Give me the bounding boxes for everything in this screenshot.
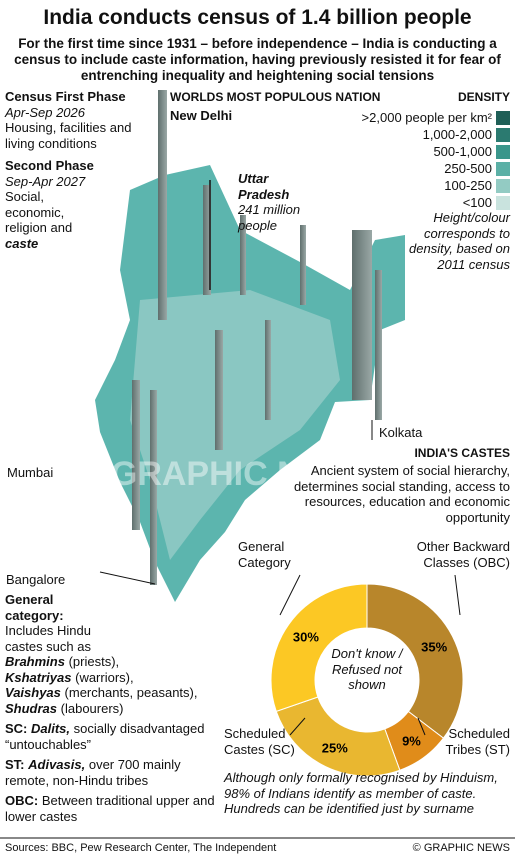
legend-swatch: [496, 111, 510, 125]
density-legend: [496, 111, 510, 210]
text: New Delhi: [170, 108, 233, 123]
text: Dalits,: [31, 721, 71, 736]
category-label: Scheduled Tribes (ST): [445, 726, 510, 757]
donut-chart: 35% 9% 25% 30%: [270, 574, 464, 777]
legend-label: 1,000-2,000: [422, 127, 492, 142]
value-label: 30%: [293, 629, 319, 644]
text: Brahmins: [5, 654, 65, 669]
text: Mumbai: [7, 465, 54, 480]
legend-label: 100-250: [444, 178, 492, 193]
value-label: 25%: [322, 741, 348, 756]
category-label: General Category: [238, 539, 291, 570]
text: Kolkata: [379, 425, 423, 440]
text: (priests),: [68, 654, 120, 669]
text: Vaishyas: [5, 685, 61, 700]
legend-swatch: [496, 128, 510, 142]
text: Sep-Apr 2027: [5, 173, 86, 189]
legend-swatch: [496, 162, 510, 176]
legend-label: 250-500: [444, 161, 492, 176]
leader-line: [417, 717, 426, 736]
text: Sources: BBC, Pew Research Center, The I…: [5, 842, 277, 854]
text: © GRAPHIC NEWS: [412, 842, 510, 854]
text: (warriors),: [75, 669, 134, 685]
value-label: 9%: [402, 733, 421, 748]
text: Uttar Pradesh: [238, 171, 290, 202]
donut-slice: [366, 583, 464, 739]
subtitle: For the first time since 1931 – before i…: [14, 36, 501, 83]
text: Ancient system of social hierarchy, dete…: [293, 463, 510, 525]
text: Housing, facilities and living condition…: [5, 120, 132, 151]
text: Includes Hindu castes such as: [5, 623, 91, 654]
category-label: Scheduled Castes (SC): [224, 726, 295, 757]
donut-slice: [270, 583, 368, 713]
text: Second Phase: [5, 158, 94, 173]
text: GRAPHIC NEWS: [110, 455, 380, 493]
text: Social, economic, religion and: [5, 189, 73, 235]
legend-label: <100: [462, 195, 492, 210]
text: INDIA'S CASTES: [414, 446, 510, 460]
category-label: Other Backward Classes (OBC): [416, 539, 510, 570]
donut-slice: [275, 696, 401, 777]
legend-swatch: [496, 179, 510, 193]
text: Adivasis,: [28, 757, 86, 772]
legend-swatch: [496, 145, 510, 159]
text: caste: [5, 235, 39, 251]
text: Census First Phase: [5, 89, 126, 104]
donut-annotation: Don't know / Refused not shown: [331, 646, 403, 692]
leader-line: [454, 574, 461, 616]
legend-label: 500-1,000: [433, 144, 492, 159]
text: Bangalore: [6, 572, 66, 587]
text: socially disadvantaged “untouchables”: [5, 721, 205, 752]
definitions: General category: Includes Hindu castes s…: [5, 592, 227, 829]
india-map: [95, 90, 405, 602]
leader-line: [279, 574, 301, 616]
text: (merchants, peasants),: [64, 685, 198, 700]
leader-line: [289, 717, 306, 736]
text: over 700 mainly remote, non-Hindu tribes: [5, 757, 181, 788]
title: India conducts census of 1.4 billion peo…: [43, 6, 472, 29]
text: Apr-Sep 2026: [5, 104, 85, 120]
legend-label: >2,000 people per km²: [361, 110, 492, 125]
text: DENSITY: [457, 90, 510, 104]
text: Shudras: [5, 700, 58, 716]
phase-2: Second Phase Sep-Apr 2027 Social, econom…: [5, 158, 95, 251]
text: WORLDS MOST POPULOUS NATION: [170, 90, 381, 104]
text: Kshatriyas: [5, 669, 72, 685]
phase-1: Census First Phase Apr-Sep 2026 Housing,…: [5, 89, 170, 151]
legend-swatch: [496, 196, 510, 210]
density-note: Height/colour corresponds to density, ba…: [409, 210, 510, 272]
text: Between traditional upper and lower cast…: [5, 793, 215, 824]
text: Although only formally recognised by Hin…: [224, 770, 498, 816]
text: 241 million people: [238, 202, 301, 233]
text: (labourers): [60, 700, 124, 716]
text: General category:: [5, 592, 64, 623]
text: ST:: [5, 757, 25, 772]
value-label: 35%: [421, 640, 447, 655]
text: OBC:: [5, 793, 39, 808]
text: SC:: [5, 721, 28, 736]
